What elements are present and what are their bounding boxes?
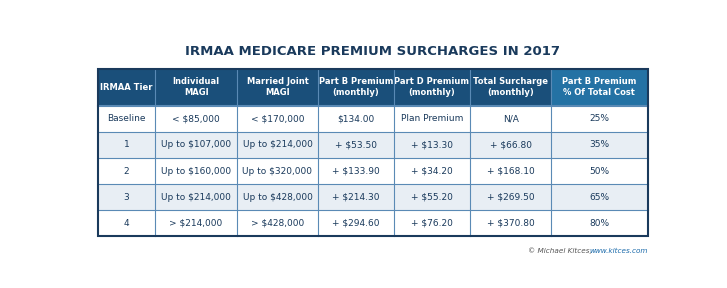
Bar — [318, 158, 394, 184]
Text: 65%: 65% — [590, 193, 609, 202]
Text: Baseline: Baseline — [108, 114, 145, 123]
Bar — [470, 132, 551, 158]
Text: 1: 1 — [124, 141, 129, 149]
Bar — [156, 132, 237, 158]
Text: + $53.50: + $53.50 — [335, 141, 377, 149]
Text: 25%: 25% — [590, 114, 609, 123]
Bar — [470, 69, 551, 106]
Text: Up to $214,000: Up to $214,000 — [161, 193, 231, 202]
Bar — [156, 106, 237, 132]
Text: + $76.20: + $76.20 — [411, 219, 453, 228]
Text: > $428,000: > $428,000 — [251, 219, 304, 228]
Text: Up to $428,000: Up to $428,000 — [243, 193, 313, 202]
Bar — [237, 132, 318, 158]
Text: < $170,000: < $170,000 — [251, 114, 304, 123]
Bar — [394, 158, 470, 184]
Text: + $55.20: + $55.20 — [411, 193, 453, 202]
Text: > $214,000: > $214,000 — [169, 219, 222, 228]
Bar — [97, 184, 156, 210]
Text: 3: 3 — [124, 193, 129, 202]
Bar — [470, 210, 551, 236]
Text: IRMAA Tier: IRMAA Tier — [100, 83, 153, 92]
Bar — [97, 69, 648, 236]
Bar — [470, 106, 551, 132]
Bar — [318, 210, 394, 236]
Text: + $66.80: + $66.80 — [489, 141, 531, 149]
Bar — [237, 158, 318, 184]
Bar — [318, 106, 394, 132]
Text: < $85,000: < $85,000 — [172, 114, 220, 123]
Text: + $13.30: + $13.30 — [411, 141, 453, 149]
Bar — [156, 210, 237, 236]
Bar — [97, 106, 156, 132]
Bar — [237, 184, 318, 210]
Text: Up to $214,000: Up to $214,000 — [243, 141, 313, 149]
Bar — [318, 184, 394, 210]
Bar — [237, 69, 318, 106]
Text: + $294.60: + $294.60 — [332, 219, 379, 228]
Bar — [551, 106, 648, 132]
Bar — [156, 184, 237, 210]
Text: Part B Premium
% Of Total Cost: Part B Premium % Of Total Cost — [562, 77, 637, 97]
Text: Part D Premium
(monthly): Part D Premium (monthly) — [395, 77, 470, 97]
Text: + $168.10: + $168.10 — [487, 166, 534, 176]
Text: N/A: N/A — [502, 114, 518, 123]
Bar — [97, 210, 156, 236]
Bar — [237, 210, 318, 236]
Text: Part B Premium
(monthly): Part B Premium (monthly) — [319, 77, 393, 97]
Bar — [551, 158, 648, 184]
Bar — [97, 158, 156, 184]
Text: Married Joint
MAGI: Married Joint MAGI — [246, 77, 308, 97]
Bar — [394, 184, 470, 210]
Text: Up to $160,000: Up to $160,000 — [161, 166, 231, 176]
Text: © Michael Kitces,: © Michael Kitces, — [528, 247, 594, 254]
Text: $134.00: $134.00 — [337, 114, 374, 123]
Bar — [394, 69, 470, 106]
Bar — [97, 132, 156, 158]
Text: Up to $320,000: Up to $320,000 — [242, 166, 313, 176]
Bar — [551, 184, 648, 210]
Bar — [237, 106, 318, 132]
Bar — [156, 158, 237, 184]
Bar — [156, 69, 237, 106]
Text: + $133.90: + $133.90 — [332, 166, 380, 176]
Bar — [470, 184, 551, 210]
Text: + $214.30: + $214.30 — [332, 193, 379, 202]
Text: Individual
MAGI: Individual MAGI — [172, 77, 220, 97]
Bar — [318, 69, 394, 106]
Text: + $34.20: + $34.20 — [411, 166, 453, 176]
Bar — [318, 132, 394, 158]
Text: 35%: 35% — [590, 141, 609, 149]
Text: 50%: 50% — [590, 166, 609, 176]
Bar — [551, 69, 648, 106]
Bar — [97, 69, 156, 106]
Text: Total Surcharge
(monthly): Total Surcharge (monthly) — [473, 77, 548, 97]
Bar — [470, 158, 551, 184]
Bar — [394, 132, 470, 158]
Bar — [551, 210, 648, 236]
Text: Up to $107,000: Up to $107,000 — [161, 141, 231, 149]
Text: 4: 4 — [124, 219, 129, 228]
Text: www.kitces.com: www.kitces.com — [589, 248, 648, 254]
Text: + $370.80: + $370.80 — [487, 219, 534, 228]
Bar — [394, 106, 470, 132]
Bar — [551, 132, 648, 158]
Text: 80%: 80% — [590, 219, 609, 228]
Text: 2: 2 — [124, 166, 129, 176]
Bar — [394, 210, 470, 236]
Text: + $269.50: + $269.50 — [487, 193, 534, 202]
Text: IRMAA MEDICARE PREMIUM SURCHARGES IN 2017: IRMAA MEDICARE PREMIUM SURCHARGES IN 201… — [185, 45, 560, 58]
Text: Plan Premium: Plan Premium — [401, 114, 463, 123]
